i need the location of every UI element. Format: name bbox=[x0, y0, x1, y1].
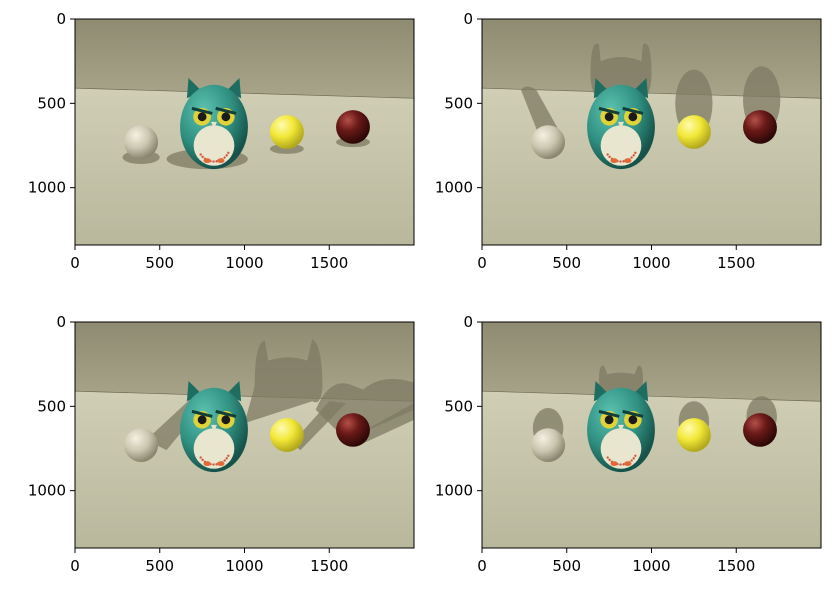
grey-ball bbox=[531, 125, 565, 159]
maroon-ball bbox=[336, 413, 370, 447]
x-tick-label: 0 bbox=[477, 557, 487, 575]
y-tick-label: 500 bbox=[37, 94, 66, 112]
x-tick-label: 1500 bbox=[310, 254, 348, 272]
x-tick-label: 1500 bbox=[717, 254, 755, 272]
y-tick-label: 1000 bbox=[28, 482, 66, 500]
y-tick-label: 500 bbox=[37, 397, 66, 415]
x-tick-label: 1000 bbox=[632, 557, 670, 575]
y-tick-label: 500 bbox=[444, 397, 473, 415]
y-tick-label: 1000 bbox=[435, 482, 473, 500]
y-tick-label: 1000 bbox=[435, 179, 473, 197]
photo-bottom-right bbox=[482, 322, 821, 548]
x-tick-label: 500 bbox=[145, 557, 174, 575]
owl-figurine bbox=[587, 381, 655, 472]
yellow-ball bbox=[270, 418, 304, 452]
photo-top-right bbox=[482, 19, 821, 245]
y-tick-label: 0 bbox=[463, 313, 473, 331]
x-tick-label: 0 bbox=[477, 254, 487, 272]
panel-top-right bbox=[477, 19, 821, 250]
y-tick-label: 0 bbox=[56, 10, 66, 28]
maroon-ball bbox=[336, 110, 370, 144]
x-tick-label: 500 bbox=[552, 557, 581, 575]
x-tick-label: 1500 bbox=[717, 557, 755, 575]
yellow-ball bbox=[270, 115, 304, 149]
grey-ball bbox=[124, 125, 158, 159]
x-tick-label: 0 bbox=[70, 557, 80, 575]
owl-figurine bbox=[180, 381, 248, 472]
x-tick-label: 1000 bbox=[225, 254, 263, 272]
panel-bottom-right bbox=[477, 322, 821, 553]
x-tick-label: 500 bbox=[145, 254, 174, 272]
grey-ball bbox=[124, 428, 158, 462]
owl-figurine bbox=[587, 78, 655, 169]
x-tick-label: 1000 bbox=[225, 557, 263, 575]
grey-ball bbox=[531, 428, 565, 462]
x-tick-label: 1500 bbox=[310, 557, 348, 575]
maroon-ball bbox=[743, 110, 777, 144]
y-tick-label: 0 bbox=[463, 10, 473, 28]
photo-top-left bbox=[75, 19, 414, 245]
panel-bottom-left bbox=[70, 322, 414, 553]
yellow-ball bbox=[677, 115, 711, 149]
x-tick-label: 0 bbox=[70, 254, 80, 272]
y-tick-label: 500 bbox=[444, 94, 473, 112]
owl-figurine bbox=[180, 78, 248, 169]
panel-top-left bbox=[70, 19, 414, 250]
yellow-ball bbox=[677, 418, 711, 452]
photo-bottom-left bbox=[75, 322, 414, 548]
x-tick-label: 1000 bbox=[632, 254, 670, 272]
y-tick-label: 0 bbox=[56, 313, 66, 331]
x-tick-label: 500 bbox=[552, 254, 581, 272]
maroon-ball bbox=[743, 413, 777, 447]
y-tick-label: 1000 bbox=[28, 179, 66, 197]
